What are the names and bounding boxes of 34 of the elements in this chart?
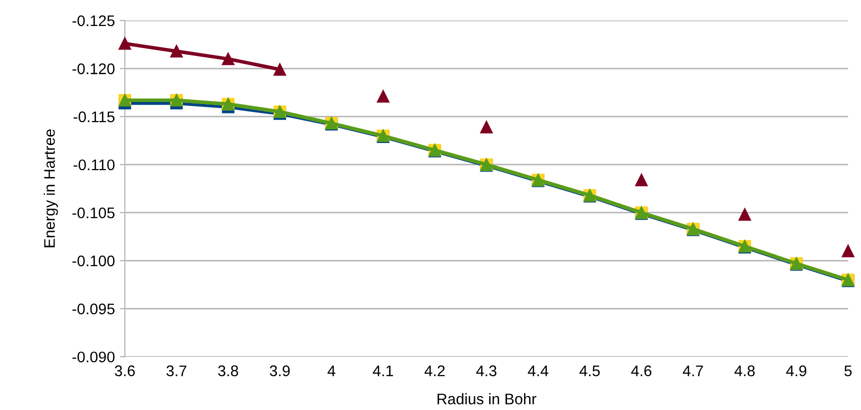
x-tick-label: 4.3 xyxy=(476,365,496,376)
point xyxy=(842,244,854,258)
x-tick-label: 4.2 xyxy=(424,365,445,376)
x-tick-label: 3.8 xyxy=(218,365,238,376)
point xyxy=(222,52,234,66)
x-tick-label: 4 xyxy=(328,366,336,376)
y-tick-label: -0.120 xyxy=(72,63,115,74)
x-tick-label: 3.6 xyxy=(114,365,135,376)
point xyxy=(274,63,286,76)
point xyxy=(170,44,183,58)
x-tick-label: 3.9 xyxy=(270,365,290,376)
y-tick-label: -0.125 xyxy=(72,15,114,26)
x-tick-label: 4.7 xyxy=(682,366,703,376)
y-tick-label: -0.110 xyxy=(74,159,115,170)
y-tick-label: -0.095 xyxy=(72,304,114,314)
x-tick-label: 4.9 xyxy=(786,365,806,376)
x-tick-label: 5 xyxy=(844,366,852,376)
y-tick-label: -0.105 xyxy=(72,207,114,218)
point xyxy=(635,174,648,186)
y-axis-title: Energy in Hartree xyxy=(44,129,58,248)
point xyxy=(376,90,390,103)
x-tick-label: 4.5 xyxy=(580,366,600,376)
point xyxy=(480,120,493,134)
x-tick-label: 4.8 xyxy=(734,365,755,376)
point xyxy=(738,208,752,221)
x-tick-label: 4.4 xyxy=(528,366,548,376)
x-axis-title: Radius in Bohr xyxy=(438,393,536,404)
x-tick-label: 3.7 xyxy=(166,365,186,376)
y-tick-label: -0.090 xyxy=(72,352,115,362)
point xyxy=(118,37,132,50)
y-tick-label: -0.115 xyxy=(74,111,114,122)
y-tick-label: -0.100 xyxy=(72,256,115,266)
x-tick-label: 4.1 xyxy=(372,366,394,376)
x-tick-label: 4.6 xyxy=(631,365,652,376)
